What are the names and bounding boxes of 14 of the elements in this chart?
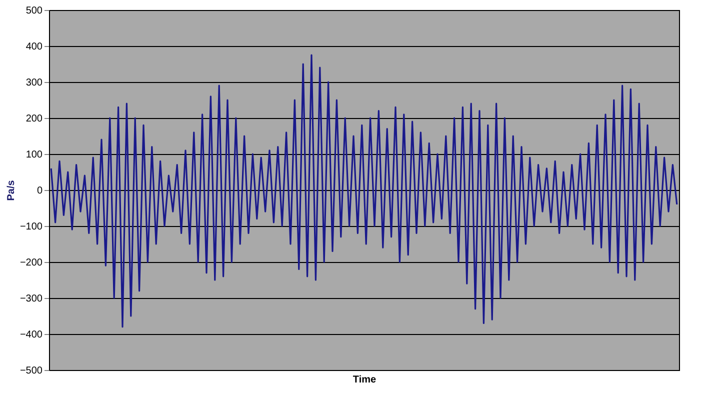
y-tick-label: −200 xyxy=(20,258,43,268)
y-tick-label: −100 xyxy=(20,222,43,232)
y-tick-label: 100 xyxy=(26,150,43,160)
y-tick-label: 200 xyxy=(26,114,43,124)
y-tick-label: 400 xyxy=(26,42,43,52)
y-tick-label: −500 xyxy=(20,366,43,376)
y-tick-label: 300 xyxy=(26,78,43,88)
y-tick-label: 500 xyxy=(26,6,43,16)
line-series xyxy=(50,54,678,328)
x-axis-title: Time xyxy=(352,374,377,386)
y-tick-label: −400 xyxy=(20,330,43,340)
y-tick-label: −300 xyxy=(20,294,43,304)
y-axis-title: Pa/s xyxy=(6,180,17,201)
y-tick-label: 0 xyxy=(36,186,43,196)
